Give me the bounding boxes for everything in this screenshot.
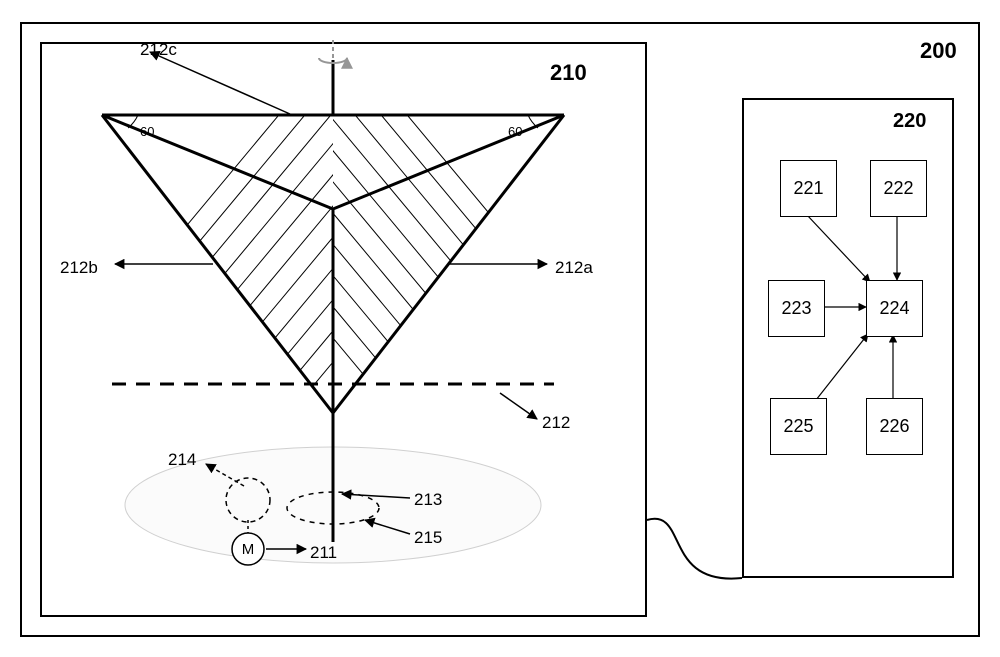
label-214: 214: [168, 450, 196, 470]
box-223: 223: [768, 280, 825, 337]
label-211: 211: [310, 543, 337, 563]
box-225-label: 225: [783, 416, 813, 437]
box-221: 221: [780, 160, 837, 217]
box-226-label: 226: [879, 416, 909, 437]
box-226: 226: [866, 398, 923, 455]
label-212a: 212a: [555, 258, 593, 278]
box-222-label: 222: [883, 178, 913, 199]
left-panel-frame: [40, 42, 647, 617]
label-213: 213: [414, 490, 442, 510]
label-212c: 212c: [140, 40, 177, 60]
box-224-label: 224: [879, 298, 909, 319]
label-220: 220: [893, 110, 926, 133]
box-221-label: 221: [793, 178, 823, 199]
label-215: 215: [414, 528, 442, 548]
box-225: 225: [770, 398, 827, 455]
label-212: 212: [542, 413, 570, 433]
label-210: 210: [550, 60, 587, 86]
box-223-label: 223: [781, 298, 811, 319]
label-212b: 212b: [60, 258, 98, 278]
label-200: 200: [920, 38, 957, 64]
box-222: 222: [870, 160, 927, 217]
box-224: 224: [866, 280, 923, 337]
